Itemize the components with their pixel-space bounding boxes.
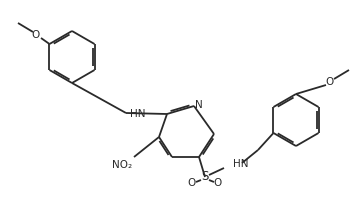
Text: O: O: [188, 178, 196, 188]
Text: HN: HN: [130, 109, 145, 119]
Text: O: O: [214, 178, 222, 188]
Text: O: O: [326, 77, 334, 87]
Text: O: O: [32, 30, 40, 40]
Text: HN: HN: [233, 159, 249, 169]
Text: S: S: [201, 171, 209, 184]
Text: NO₂: NO₂: [112, 160, 132, 170]
Text: N: N: [195, 100, 203, 110]
